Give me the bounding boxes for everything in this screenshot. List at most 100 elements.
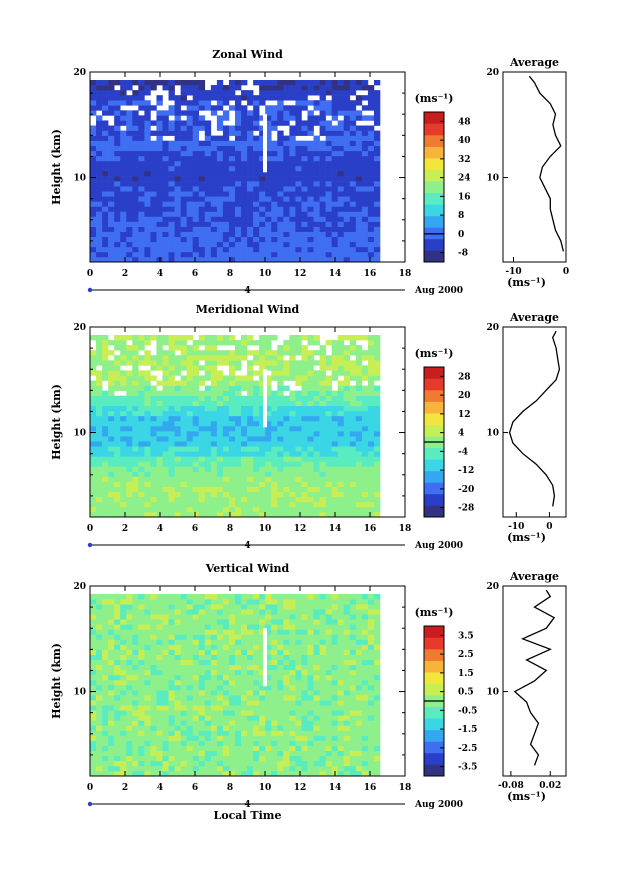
heatmap-cell <box>283 176 290 182</box>
heatmap-cell <box>144 730 151 736</box>
heatmap-cell <box>168 426 175 432</box>
heatmap-cell <box>144 211 151 217</box>
heatmap-cell <box>138 745 145 752</box>
heatmap-cell <box>277 355 284 361</box>
heatmap-cell <box>283 496 290 503</box>
heatmap-cell <box>307 340 314 346</box>
heatmap-cell <box>186 730 194 736</box>
heatmap-cell <box>241 501 248 508</box>
heatmap-cell <box>228 211 236 217</box>
heatmap-cell <box>204 201 212 207</box>
heatmap-cell <box>162 604 169 610</box>
heatmap-cell <box>192 105 200 111</box>
heatmap-cell <box>295 599 302 605</box>
heatmap-cell <box>204 221 212 227</box>
heatmap-cell <box>102 609 109 615</box>
heatmap-cell <box>373 491 381 498</box>
heatmap-cell <box>144 441 151 447</box>
heatmap-cell <box>216 340 224 346</box>
heatmap-cell <box>277 750 284 757</box>
heatmap-cell <box>210 634 218 640</box>
heatmap-cell <box>198 725 206 731</box>
heatmap-cell <box>96 609 103 615</box>
heatmap-cell <box>150 599 157 605</box>
heatmap-cell <box>301 644 308 650</box>
heatmap-cell <box>235 130 242 136</box>
heatmap-cell <box>120 735 127 741</box>
heatmap-cell <box>253 486 260 493</box>
heatmap-cell <box>355 256 363 263</box>
heatmap-cell <box>216 390 224 396</box>
heatmap-cell <box>108 770 115 777</box>
heatmap-cell <box>355 335 363 341</box>
heatmap-cell <box>271 599 278 605</box>
heatmap-cell <box>337 90 345 96</box>
heatmap-cell <box>120 674 127 681</box>
heatmap-cell <box>283 216 290 222</box>
heatmap-cell <box>192 186 200 192</box>
heatmap-cell <box>192 760 200 767</box>
heatmap-cell <box>180 770 187 777</box>
heatmap-cell <box>289 624 296 630</box>
heatmap-cell <box>307 690 314 696</box>
heatmap-cell <box>222 511 230 518</box>
heatmap-cell <box>283 604 290 610</box>
heatmap-cell <box>174 664 181 671</box>
heatmap-cell <box>277 231 284 238</box>
heatmap-cell <box>132 206 139 212</box>
heatmap-cell <box>241 431 248 437</box>
heatmap-cell <box>120 654 127 661</box>
heatmap-cell <box>138 599 145 605</box>
heatmap-cell <box>222 770 230 777</box>
heatmap-cell <box>313 135 320 141</box>
heatmap-cell <box>247 659 254 666</box>
heatmap-cell <box>325 461 332 467</box>
heatmap-cell <box>96 511 103 518</box>
colorbar-swatch <box>424 169 444 182</box>
heatmap-cell <box>247 370 254 376</box>
heatmap-cell <box>343 135 351 141</box>
heatmap-cell <box>168 211 175 217</box>
heatmap-cell <box>150 85 157 91</box>
heatmap-cell <box>355 186 363 192</box>
heatmap-cell <box>168 105 175 111</box>
heatmap-cell <box>204 506 212 513</box>
heatmap-cell <box>241 750 248 757</box>
heatmap-cell <box>295 110 302 116</box>
heatmap-cell <box>253 609 260 615</box>
heatmap-cell <box>216 221 224 227</box>
heatmap-cell <box>132 710 139 716</box>
heatmap-cell <box>241 436 248 442</box>
heatmap-cell <box>235 599 242 605</box>
heatmap-cell <box>247 216 254 222</box>
heatmap-cell <box>253 654 260 661</box>
heatmap-cell <box>204 150 212 157</box>
heatmap-cell <box>150 226 157 232</box>
heatmap-cell <box>162 176 169 182</box>
heatmap-cell <box>265 614 272 620</box>
heatmap-cell <box>295 451 302 457</box>
heatmap-cell <box>168 594 175 600</box>
heatmap-cell <box>349 385 357 391</box>
heatmap-cell <box>301 355 308 361</box>
heatmap-cell <box>289 629 296 635</box>
heatmap-cell <box>283 745 290 752</box>
heatmap-cell <box>241 679 248 686</box>
heatmap-cell <box>259 211 266 217</box>
heatmap-cell <box>325 120 332 126</box>
heatmap-cell <box>367 390 375 396</box>
heatmap-cell <box>325 150 332 157</box>
heatmap-cell <box>186 201 194 207</box>
heatmap-cell <box>313 654 320 661</box>
heatmap-cell <box>295 685 302 691</box>
heatmap-cell <box>373 476 381 482</box>
heatmap-cell <box>313 765 320 772</box>
heatmap-cell <box>216 155 224 162</box>
heatmap-cell <box>361 496 369 503</box>
heatmap-cell <box>102 350 109 356</box>
heatmap-cell <box>222 410 230 417</box>
heatmap-cell <box>361 511 369 518</box>
heatmap-cell <box>325 100 332 106</box>
heatmap-cell <box>168 340 175 346</box>
heatmap-cell <box>259 410 266 417</box>
